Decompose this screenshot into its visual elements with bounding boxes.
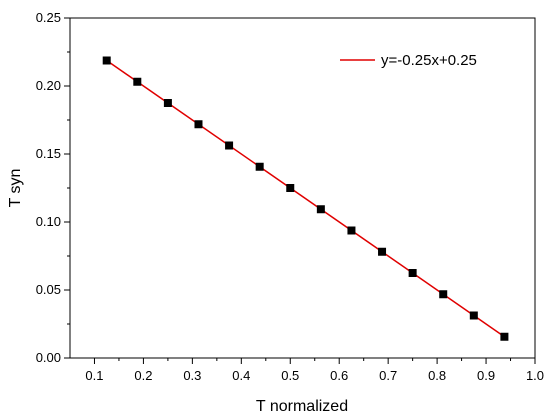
data-point	[316, 205, 325, 214]
data-points	[102, 56, 509, 341]
data-point	[102, 56, 111, 65]
x-tick-label: 0.4	[232, 368, 250, 383]
x-tick-label: 0.2	[134, 368, 152, 383]
y-tick-label: 0.10	[36, 214, 61, 229]
data-point	[194, 120, 203, 129]
x-tick-label: 0.1	[85, 368, 103, 383]
y-tick-label: 0.00	[36, 350, 61, 365]
y-tick-label: 0.15	[36, 146, 61, 161]
legend: y=-0.25x+0.25	[340, 52, 477, 69]
data-point	[439, 290, 448, 299]
y-tick-label: 0.25	[36, 10, 61, 25]
data-point	[347, 226, 356, 235]
data-point	[286, 184, 295, 192]
y-axis: 0.00 0.05 0.10 0.15 0.20 0.25	[36, 10, 70, 365]
data-point	[408, 269, 417, 277]
fit-line	[106, 59, 505, 338]
legend-label: y=-0.25x+0.25	[381, 52, 477, 69]
x-tick-label: 0.3	[183, 368, 201, 383]
y-tick-label: 0.05	[36, 282, 61, 297]
x-tick-label: 0.6	[330, 368, 348, 383]
plot-frame	[69, 17, 536, 359]
x-axis: 0.1 0.2 0.3 0.4 0.5 0.6 0.7 0.8 0.9 1.0	[85, 358, 544, 383]
x-axis-title: T normalized	[256, 398, 348, 415]
data-point	[378, 247, 387, 256]
data-point	[163, 99, 172, 107]
x-tick-label: 0.5	[281, 368, 299, 383]
data-point	[469, 311, 478, 320]
x-tick-label: 0.8	[428, 368, 446, 383]
fit-line-path	[106, 59, 505, 338]
x-tick-label: 0.9	[477, 368, 495, 383]
y-tick-label: 0.20	[36, 78, 61, 93]
data-point	[133, 77, 142, 86]
data-point	[225, 141, 234, 150]
y-axis-title: T syn	[7, 169, 24, 208]
data-point	[255, 162, 264, 171]
x-tick-label: 1.0	[526, 368, 544, 383]
x-tick-label: 0.7	[379, 368, 397, 383]
data-point	[500, 332, 509, 341]
